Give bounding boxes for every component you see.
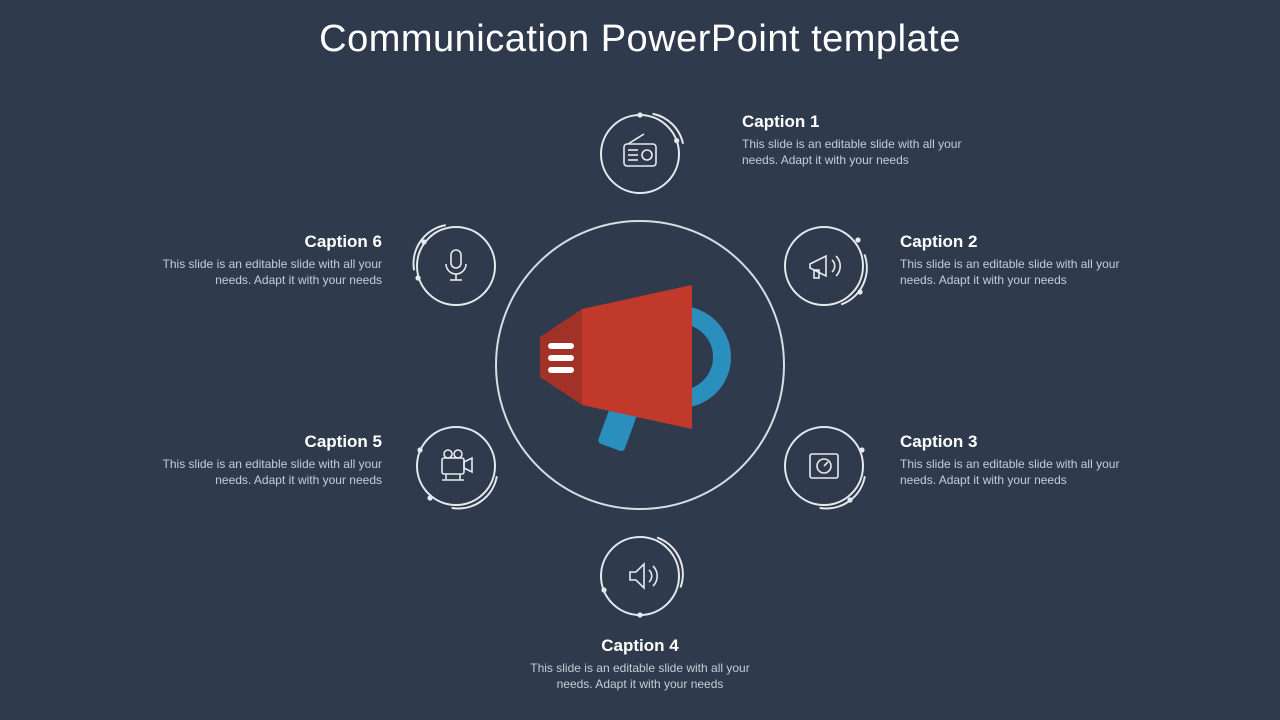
node-1 [594, 108, 686, 200]
megaphone-illustration [520, 255, 760, 475]
speaker-icon [630, 564, 657, 588]
caption-4-title: Caption 4 [520, 636, 760, 656]
caption-1: Caption 1 This slide is an editable slid… [742, 112, 972, 168]
caption-2-title: Caption 2 [900, 232, 1130, 252]
camera-icon [442, 450, 472, 480]
caption-2: Caption 2 This slide is an editable slid… [900, 232, 1130, 288]
node-2 [778, 220, 870, 312]
caption-6-desc: This slide is an editable slide with all… [152, 256, 382, 288]
caption-4-desc: This slide is an editable slide with all… [525, 660, 755, 692]
caption-3: Caption 3 This slide is an editable slid… [900, 432, 1130, 488]
node-6 [410, 220, 502, 312]
node-5 [410, 420, 502, 512]
caption-3-desc: This slide is an editable slide with all… [900, 456, 1130, 488]
microphone-icon [446, 250, 466, 280]
caption-5-title: Caption 5 [152, 432, 382, 452]
caption-6: Caption 6 This slide is an editable slid… [152, 232, 382, 288]
radio-icon [624, 134, 656, 166]
caption-2-desc: This slide is an editable slide with all… [900, 256, 1130, 288]
node-3 [778, 420, 870, 512]
diagram-stage: Caption 1 This slide is an editable slid… [0, 0, 1280, 720]
caption-4: Caption 4 This slide is an editable slid… [520, 636, 760, 692]
caption-1-desc: This slide is an editable slide with all… [742, 136, 972, 168]
caption-5: Caption 5 This slide is an editable slid… [152, 432, 382, 488]
caption-1-title: Caption 1 [742, 112, 972, 132]
caption-5-desc: This slide is an editable slide with all… [152, 456, 382, 488]
node-4 [594, 530, 686, 622]
caption-6-title: Caption 6 [152, 232, 382, 252]
caption-3-title: Caption 3 [900, 432, 1130, 452]
megaphone-icon [810, 256, 840, 278]
record-icon [810, 454, 838, 478]
